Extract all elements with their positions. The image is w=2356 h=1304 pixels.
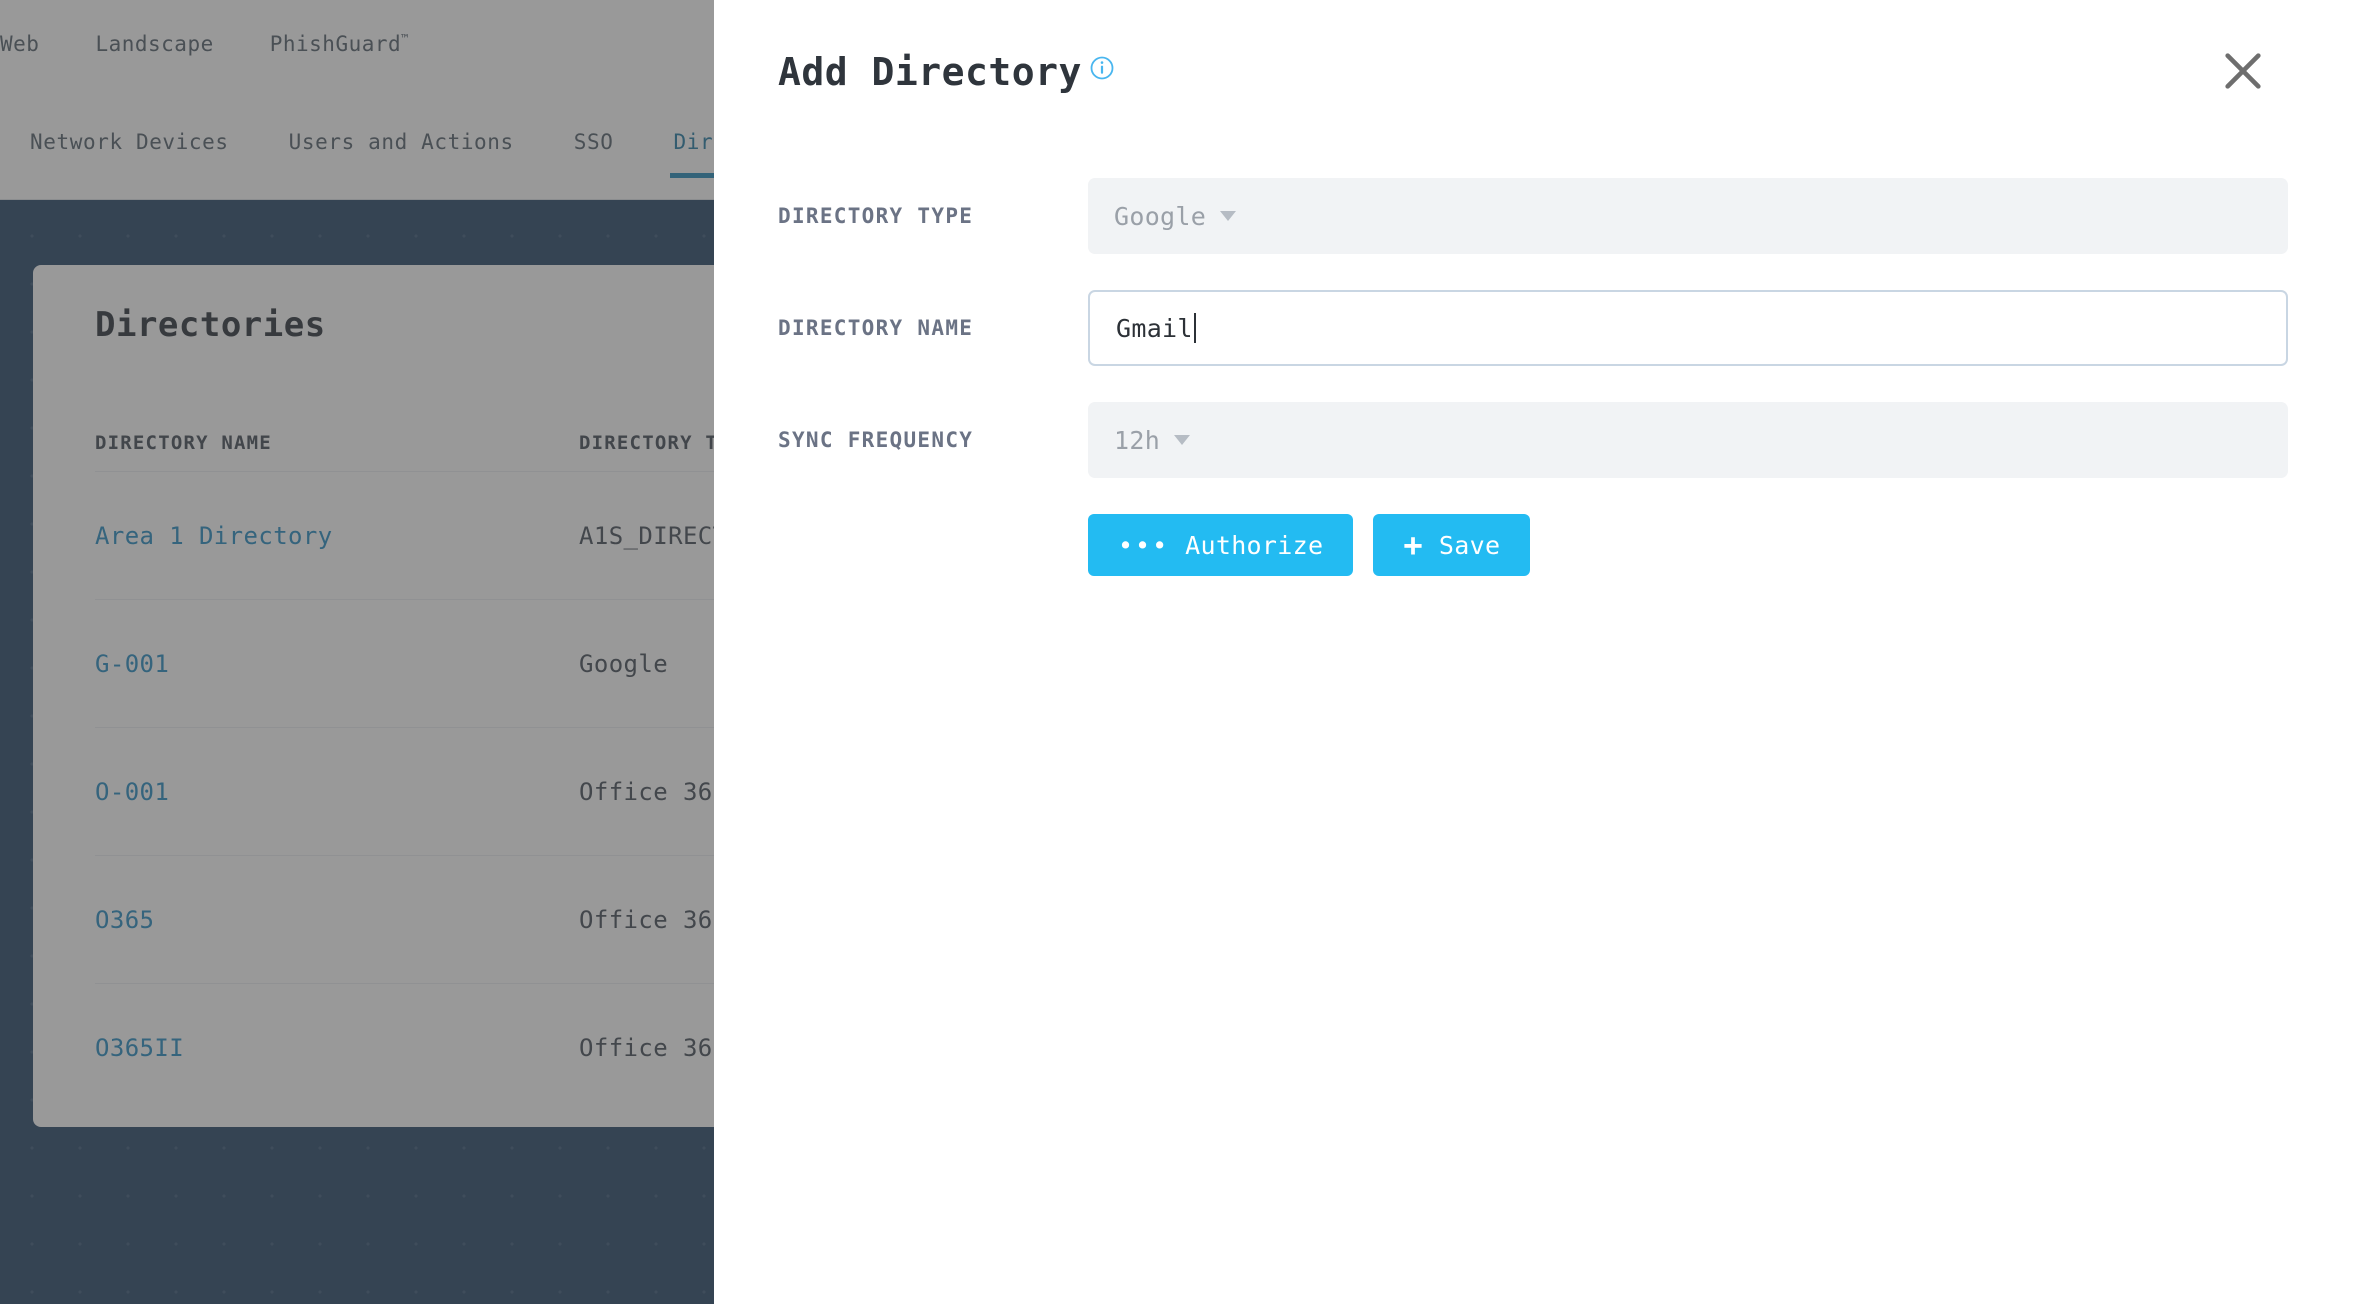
form-row-directory-name: DIRECTORY NAME Gmail [778, 290, 2288, 366]
modal-action-row: ••• Authorize + Save [1088, 514, 2288, 576]
label-sync-frequency: SYNC FREQUENCY [778, 428, 974, 452]
chevron-down-icon [1220, 211, 1237, 221]
authorize-button-label: Authorize [1185, 530, 1324, 560]
add-directory-modal: Add Directory DIRECTORY TYPE Google DIRE… [714, 0, 2356, 1304]
form-row-sync-frequency: SYNC FREQUENCY 12h [778, 402, 2288, 478]
save-button-label: Save [1438, 530, 1501, 560]
authorize-button[interactable]: ••• Authorize [1088, 514, 1354, 576]
add-directory-form: DIRECTORY TYPE Google DIRECTORY NAME Gma… [778, 178, 2288, 576]
plus-icon: + [1403, 526, 1423, 564]
sync-frequency-value: 12h [1114, 425, 1161, 455]
close-icon[interactable] [2220, 48, 2266, 94]
info-circle-icon[interactable] [1090, 56, 1114, 80]
directory-type-value: Google [1114, 201, 1207, 231]
save-button[interactable]: + Save [1373, 514, 1531, 576]
modal-title: Add Directory [778, 50, 1082, 94]
label-directory-name: DIRECTORY NAME [778, 316, 974, 340]
directory-name-value: Gmail [1116, 313, 1193, 343]
sync-frequency-select[interactable]: 12h [1088, 402, 2288, 478]
ellipsis-icon: ••• [1118, 530, 1170, 560]
directory-name-input[interactable]: Gmail [1088, 290, 2288, 366]
label-directory-type: DIRECTORY TYPE [778, 204, 974, 228]
directory-type-select[interactable]: Google [1088, 178, 2288, 254]
text-cursor [1193, 313, 1196, 343]
chevron-down-icon [1174, 435, 1191, 445]
modal-header: Add Directory [778, 50, 1114, 94]
form-row-directory-type: DIRECTORY TYPE Google [778, 178, 2288, 254]
